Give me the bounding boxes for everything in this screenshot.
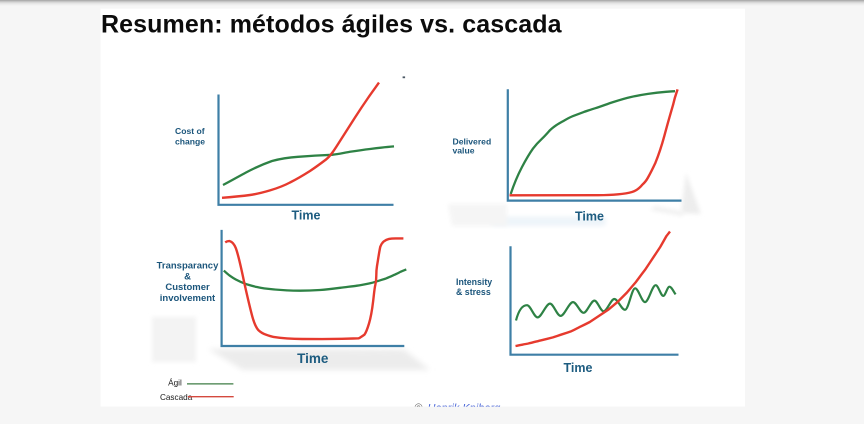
- svg-text:Time: Time: [297, 351, 329, 366]
- svg-text:change: change: [175, 136, 205, 146]
- svg-text:Time: Time: [292, 209, 321, 223]
- svg-text:Time: Time: [575, 209, 604, 223]
- svg-text:Intensity: Intensity: [456, 277, 492, 287]
- svg-text:Transparancy: Transparancy: [157, 261, 219, 272]
- svg-text:Cascada: Cascada: [160, 393, 193, 402]
- svg-text:Resumen: métodos ágiles vs. ca: Resumen: métodos ágiles vs. cascada: [101, 11, 563, 39]
- svg-text:Cost of: Cost of: [175, 126, 205, 136]
- svg-text:value: value: [453, 145, 475, 155]
- svg-text:Ágil: Ágil: [168, 377, 182, 387]
- svg-text:Time: Time: [564, 361, 593, 375]
- svg-text:Henrik Kniberg: Henrik Kniberg: [428, 403, 502, 415]
- svg-text:©: ©: [415, 402, 423, 414]
- svg-text:involvement: involvement: [160, 293, 216, 304]
- svg-text:Delivered: Delivered: [453, 137, 492, 147]
- svg-text:&: &: [184, 272, 191, 283]
- svg-text:& stress: & stress: [456, 287, 491, 297]
- svg-text:Customer: Customer: [165, 282, 210, 293]
